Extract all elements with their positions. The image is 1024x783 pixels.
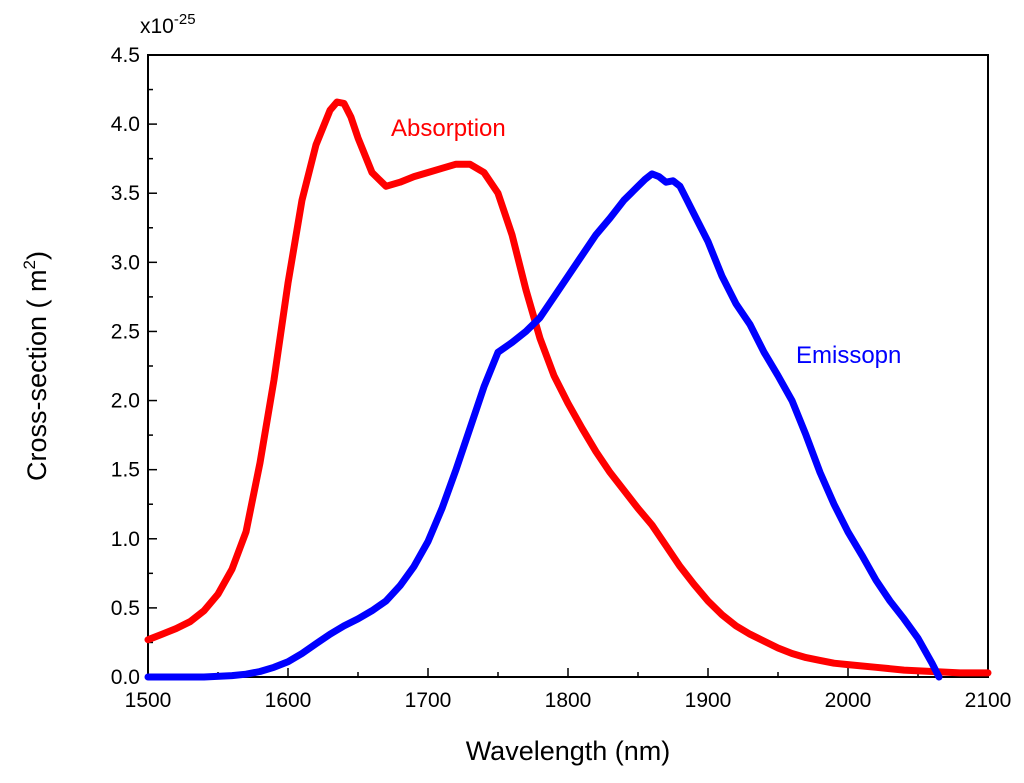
axis-ticks: 1500 1600 1700 1800 1900 2000 2100 0.0 0.5 1.0 1.5…	[111, 44, 1012, 712]
x-tick-label: 2100	[965, 689, 1012, 712]
series-line-emissopn	[144, 170, 943, 681]
y-axis-title: Cross-section ( m2)	[20, 251, 52, 481]
series-line-absorption	[144, 98, 992, 677]
y-tick-label: 1.0	[111, 528, 140, 551]
y-multiplier: x10-25	[140, 11, 196, 38]
x-tick-label: 1900	[685, 689, 732, 712]
annotation-emission: Emissopn	[796, 342, 901, 369]
x-axis-title: Wavelength (nm)	[466, 736, 671, 766]
annotation-absorption: Absorption	[391, 115, 506, 142]
x-tick-label: 1600	[265, 689, 312, 712]
y-tick-label: 3.0	[111, 251, 140, 274]
y-tick-label: 4.5	[111, 44, 140, 67]
x-tick-label: 1800	[545, 689, 592, 712]
y-tick-label: 4.0	[111, 113, 140, 136]
y-tick-label: 0.0	[111, 666, 140, 689]
y-tick-label: 2.0	[111, 390, 140, 413]
x-tick-label: 1700	[405, 689, 452, 712]
y-tick-label: 1.5	[111, 459, 140, 482]
series-layer	[144, 98, 992, 681]
y-tick-label: 3.5	[111, 182, 140, 205]
y-tick-label: 2.5	[111, 320, 140, 343]
x-tick-label: 1500	[125, 689, 172, 712]
x-tick-label: 2000	[825, 689, 872, 712]
y-tick-label: 0.5	[111, 597, 140, 620]
